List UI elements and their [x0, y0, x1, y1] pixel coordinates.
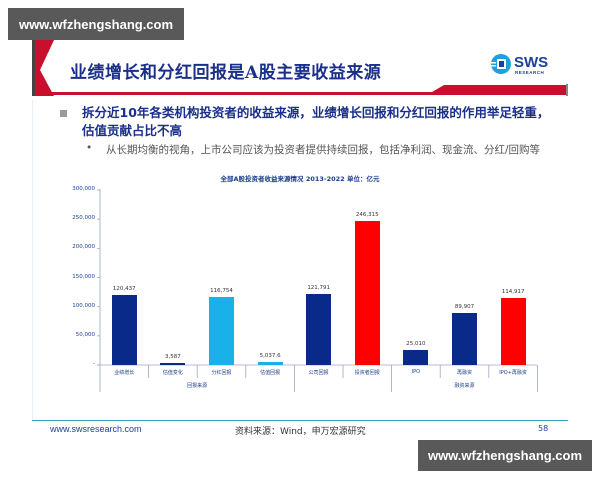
chart-title: 全部A股投资者收益来源情况 2013-2022 单位：亿元	[220, 175, 380, 183]
bar-value-label: 3,587	[165, 353, 181, 360]
bar	[452, 312, 477, 365]
category-label: 公司回报	[308, 370, 329, 376]
y-tick-label: 300,000	[72, 186, 95, 192]
category-label: IPO	[411, 369, 421, 375]
bar-value-label: 25,010	[406, 341, 426, 348]
bar-value-label: 120,437	[112, 285, 136, 292]
y-tick-label: 250,000	[72, 215, 95, 222]
slide: 业绩增长和分红回报是A股主要收益来源 SWS RESEARCH 拆分近10年各类…	[32, 40, 568, 428]
square-bullet-icon	[60, 110, 67, 117]
category-label: 再融资	[456, 370, 472, 376]
title-underline	[42, 84, 568, 96]
category-label: 业绩增长	[114, 370, 135, 376]
footer-source: 资料来源：Wind，申万宏源研究	[235, 427, 366, 437]
category-label: 投资者回报	[354, 370, 380, 376]
category-label: 估值回报	[260, 370, 281, 376]
bar	[209, 296, 234, 365]
bar-value-label: 89,907	[454, 303, 475, 310]
logo-subtext: RESEARCH	[515, 70, 545, 75]
y-tick-label: 100,000	[72, 302, 95, 309]
bar-value-label: 116,754	[210, 287, 233, 294]
logo-text: SWS	[514, 54, 549, 71]
slide-title: 业绩增长和分红回报是A股主要收益来源	[70, 63, 382, 83]
group-label: 回报来源	[187, 383, 208, 389]
slide-left-border	[32, 100, 33, 420]
footer-url-link[interactable]: www.swsresearch.com	[50, 424, 142, 434]
sws-logo: SWS RESEARCH	[490, 53, 554, 79]
bar	[500, 297, 526, 365]
dot-bullet-icon: •	[86, 142, 93, 154]
y-tick-label: 150,000	[72, 273, 95, 280]
bar-value-label: 121,791	[307, 284, 331, 291]
y-tick-label: 200,000	[72, 244, 95, 251]
bar	[111, 294, 137, 365]
category-label: 估值变化	[162, 370, 183, 376]
category-label: 分红回报	[211, 370, 232, 376]
category-label: IPO+再融资	[499, 370, 527, 376]
watermark-bottom: www.wfzhengshang.com	[418, 440, 592, 471]
y-tick-label: -	[93, 361, 95, 367]
bar	[306, 293, 332, 365]
watermark-top: www.wfzhengshang.com	[8, 8, 184, 40]
bar	[354, 221, 380, 365]
bar	[257, 362, 283, 365]
sws-logo-icon	[490, 54, 511, 74]
page-number: 58	[538, 424, 549, 433]
y-tick-label: 50,000	[75, 331, 95, 338]
bar-value-label: 5,037.6	[259, 353, 281, 360]
red-chevron-icon	[32, 40, 54, 96]
sub-bullet-text: 从长期均衡的视角，上市公司应该为投资者提供持续回报，包括净利润、现金流、分红/回…	[106, 144, 541, 156]
bar-value-label: 114,917	[501, 288, 525, 295]
group-label: 融资来源	[454, 383, 475, 389]
bar	[160, 362, 186, 365]
main-bullet-text: 拆分近10年各类机构投资者的收益来源，业绩增长回报和分红回报的作用举足轻重，估值…	[82, 105, 550, 138]
bar-value-label: 246,315	[355, 212, 379, 219]
bar	[403, 350, 429, 365]
footer-divider	[32, 420, 568, 421]
